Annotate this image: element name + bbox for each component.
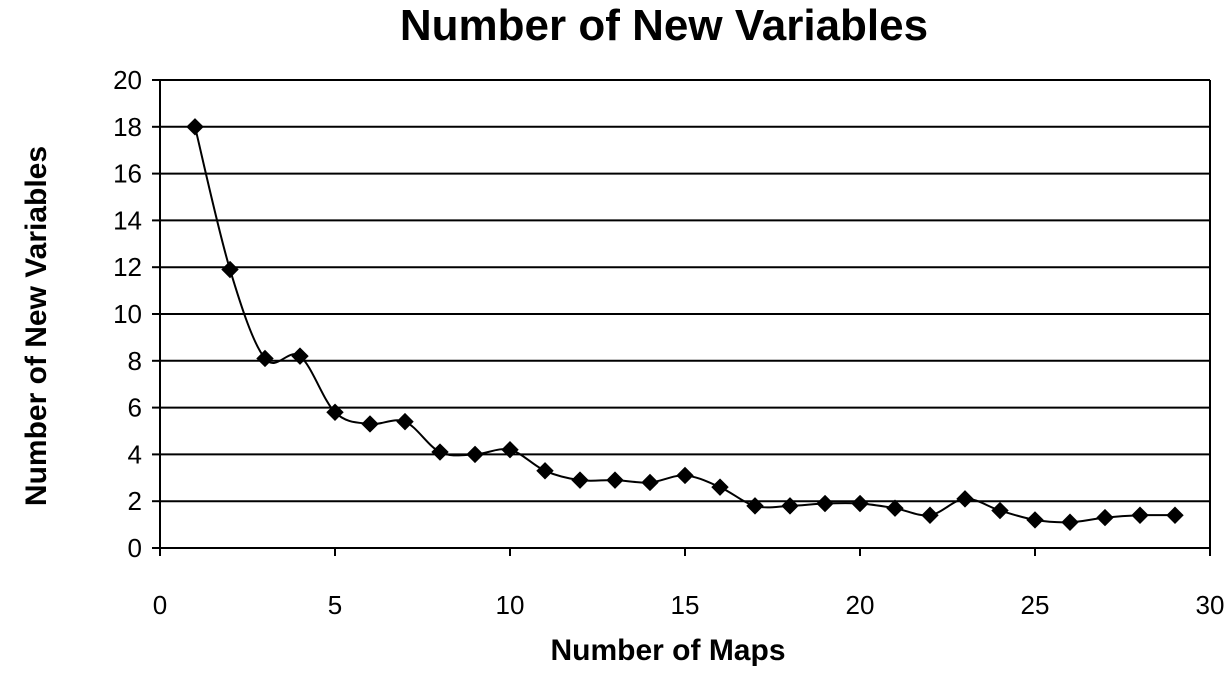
y-tick-label: 12 [113, 252, 142, 282]
y-tick-label: 6 [128, 393, 142, 423]
data-point [186, 118, 204, 136]
data-point [466, 445, 484, 464]
data-point [501, 441, 519, 459]
data-point [641, 473, 659, 492]
series-line [194, 126, 1176, 524]
data-point [921, 506, 939, 524]
data-point [1166, 506, 1184, 524]
data-point [221, 260, 239, 279]
data-point [1096, 508, 1114, 527]
data-point [291, 347, 309, 365]
y-axis-label: Number of New Variables [20, 146, 53, 506]
chart-title: Number of New Variables [400, 1, 928, 50]
x-tick-label: 10 [496, 590, 525, 620]
data-point [956, 490, 974, 508]
data-point [781, 497, 799, 515]
y-tick-label: 18 [113, 112, 142, 142]
x-tick-labels: 0 5 10 15 20 25 30 [153, 590, 1225, 620]
data-point [746, 497, 764, 515]
data-point [676, 466, 694, 485]
x-axis-label: Number of Maps [550, 634, 785, 667]
data-point [256, 349, 274, 368]
series [194, 126, 1176, 524]
gridlines [160, 79, 1210, 503]
data-point [431, 443, 449, 461]
data-point [536, 462, 554, 480]
axes [152, 79, 1211, 556]
data-point [1061, 513, 1079, 531]
y-tick-labels: 0 2 4 6 8 10 12 14 16 18 20 [113, 65, 142, 563]
data-point [396, 412, 414, 431]
x-tick-label: 20 [846, 590, 875, 620]
data-point [571, 471, 589, 489]
data-point [886, 499, 904, 517]
y-tick-label: 0 [128, 533, 142, 563]
x-tick-label: 25 [1021, 590, 1050, 620]
x-tick-label: 0 [153, 590, 167, 620]
y-tick-label: 14 [113, 205, 142, 235]
data-point [1026, 511, 1044, 529]
y-tick-label: 4 [128, 439, 142, 469]
y-tick-label: 20 [113, 65, 142, 95]
data-point [816, 494, 834, 513]
x-tick-label: 30 [1196, 590, 1225, 620]
data-point [991, 501, 1009, 520]
x-tick-label: 5 [328, 590, 342, 620]
markers [186, 118, 1184, 531]
data-point [851, 494, 869, 513]
y-tick-label: 16 [113, 159, 142, 189]
y-tick-label: 2 [128, 486, 142, 516]
y-tick-label: 8 [128, 346, 142, 376]
data-point [361, 415, 379, 433]
data-point [326, 403, 344, 421]
data-point [606, 471, 624, 489]
y-tick-label: 10 [113, 299, 142, 329]
x-tick-label: 15 [671, 590, 700, 620]
data-point [711, 478, 729, 496]
data-point [1131, 506, 1149, 524]
